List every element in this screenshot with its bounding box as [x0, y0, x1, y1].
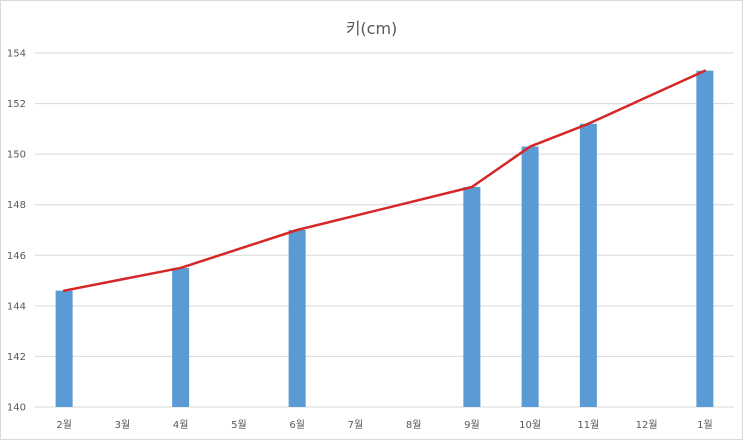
x-tick-label: 10월: [519, 419, 541, 431]
bar: [288, 230, 306, 407]
x-tick-label: 6월: [289, 419, 305, 431]
x-tick-label: 1월: [697, 419, 713, 431]
x-tick-label: 3월: [115, 419, 131, 431]
bar: [579, 123, 597, 408]
y-tick-label: 146: [7, 251, 26, 262]
x-tick-label: 7월: [348, 419, 364, 431]
x-tick-label: 12월: [636, 419, 658, 431]
x-tick-label: 2월: [56, 419, 72, 431]
y-tick-label: 150: [7, 150, 26, 161]
y-tick-label: 152: [7, 99, 26, 110]
x-tick-label: 4월: [173, 419, 189, 431]
bar: [696, 70, 714, 407]
x-tick-label: 11월: [577, 419, 599, 431]
bar: [521, 146, 539, 408]
chart-title: 키(cm): [345, 19, 398, 38]
line-series: [62, 69, 707, 292]
bar: [463, 187, 481, 407]
bar: [55, 290, 73, 407]
x-tick-label: 5월: [231, 419, 247, 431]
x-tick-label: 8월: [406, 419, 422, 431]
y-tick-label: 148: [7, 200, 26, 211]
y-tick-label: 144: [7, 301, 26, 312]
bar: [172, 267, 190, 407]
y-tick-label: 140: [7, 403, 26, 414]
y-tick-label: 154: [7, 49, 26, 60]
y-tick-label: 142: [7, 352, 26, 363]
x-tick-label: 9월: [464, 419, 480, 431]
